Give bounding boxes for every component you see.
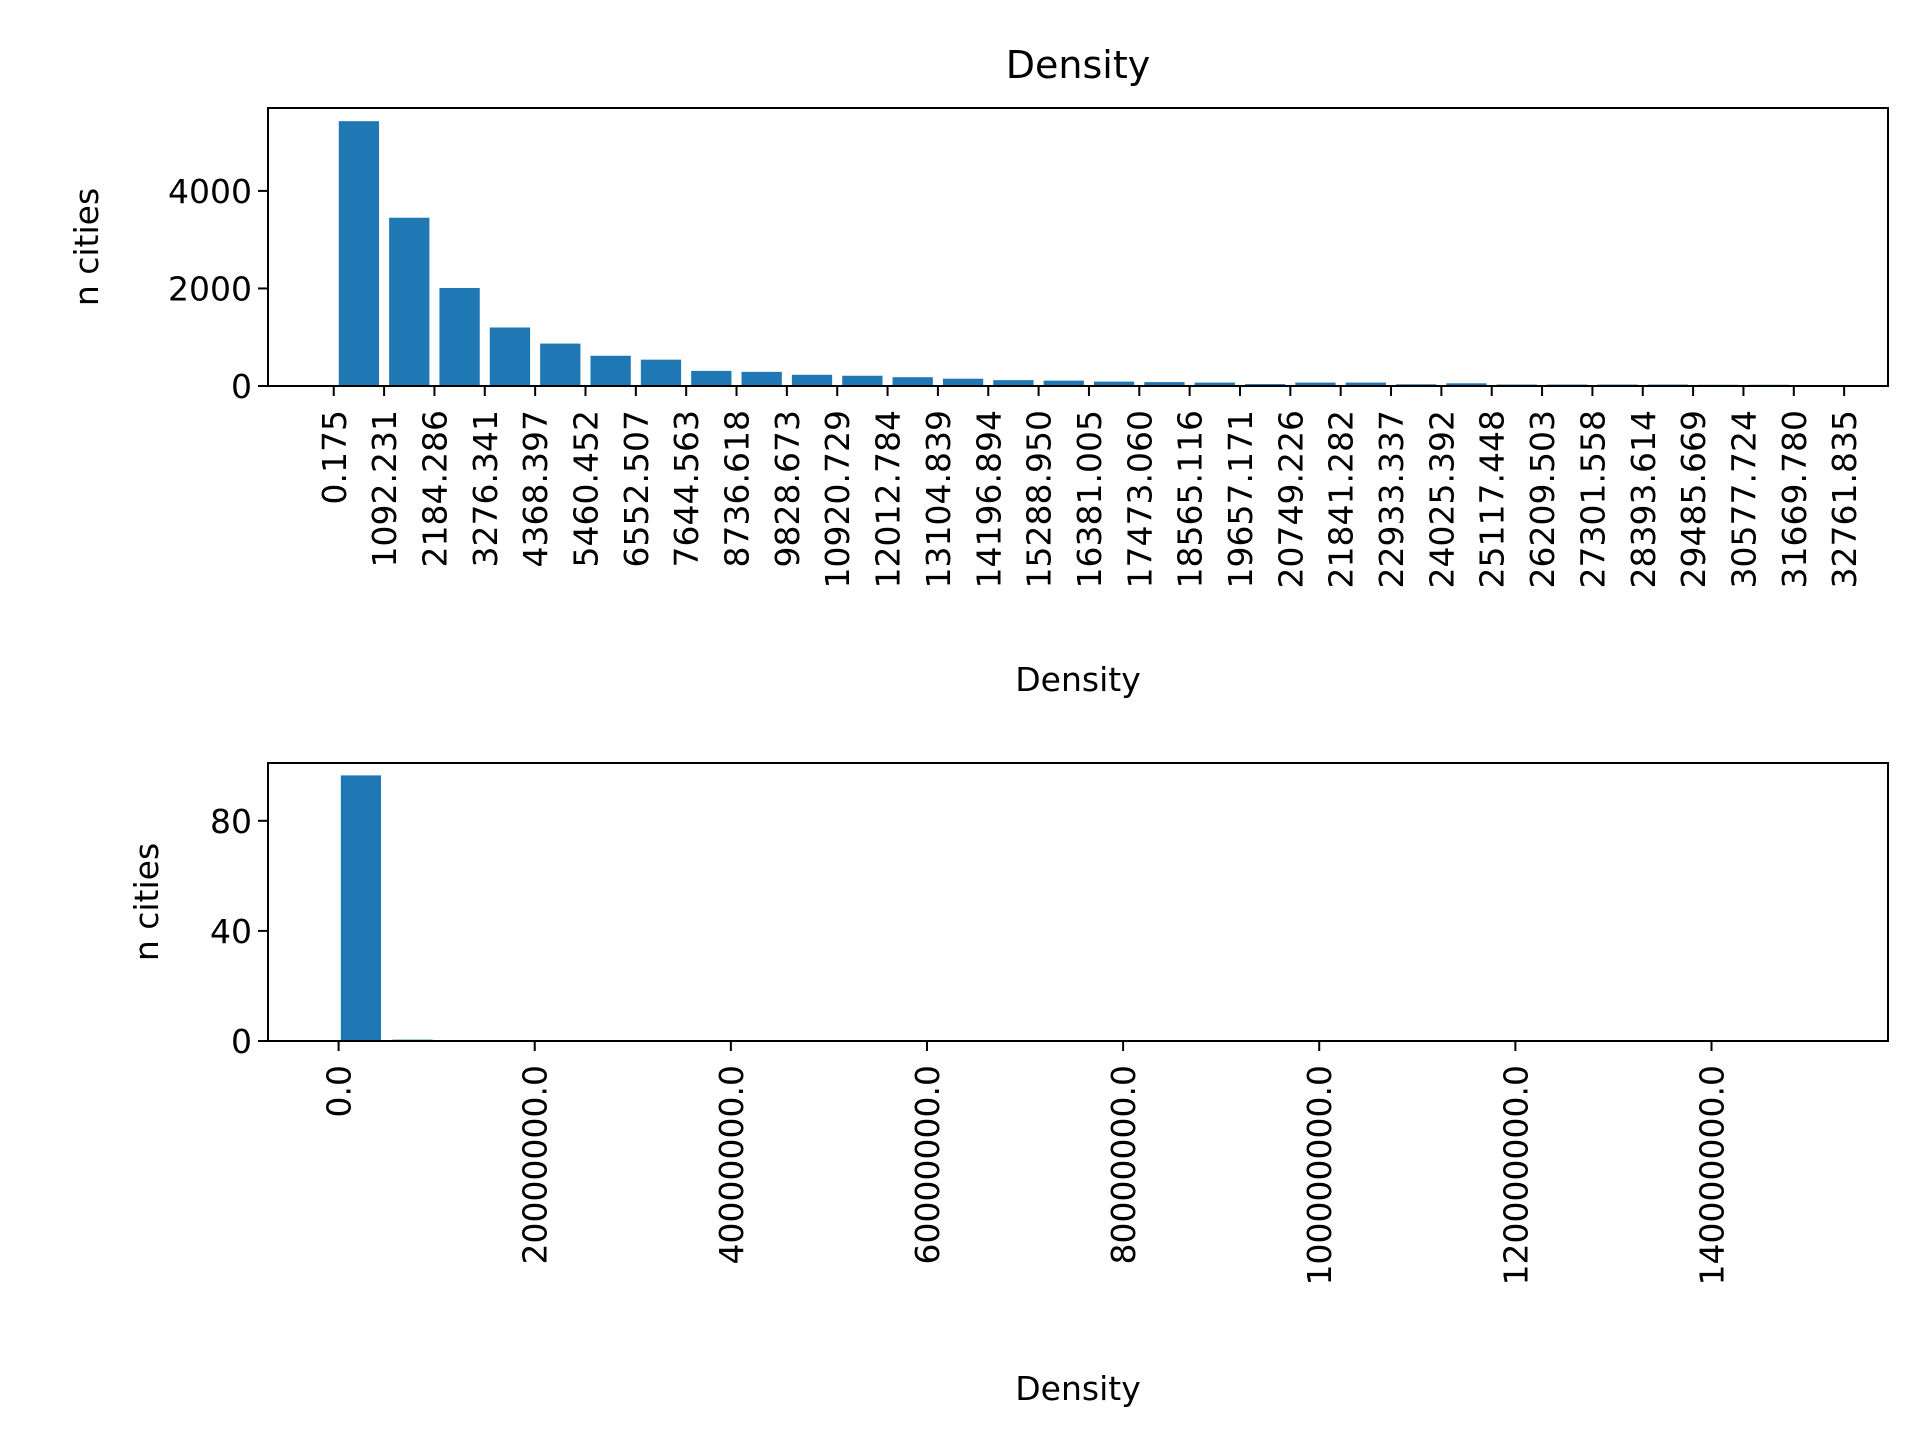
chart-title: Density: [1006, 43, 1150, 87]
bar: [540, 344, 580, 386]
x-tick-label: 32761.835: [1825, 410, 1864, 588]
x-tick-label: 3276.341: [466, 410, 505, 567]
x-tick-label: 28393.614: [1624, 410, 1663, 588]
bar: [742, 372, 782, 386]
bar: [389, 218, 429, 386]
x-tick-label: 24025.392: [1422, 410, 1461, 588]
y-tick-label: 0: [231, 367, 252, 406]
bar: [439, 288, 479, 386]
bar: [842, 376, 882, 386]
x-tick-label: 20000000.0: [516, 1065, 555, 1264]
x-tick-label: 1092.231: [365, 410, 404, 567]
bar: [339, 121, 379, 386]
y-tick-label: 2000: [168, 269, 252, 308]
x-tick-label: 27301.558: [1573, 410, 1612, 588]
x-tick-label: 140000000.0: [1692, 1065, 1731, 1285]
x-tick-label: 60000000.0: [908, 1065, 947, 1264]
x-tick-label: 9828.673: [768, 410, 807, 567]
x-tick-label: 20749.226: [1271, 410, 1310, 588]
x-tick-label: 0.0: [320, 1065, 359, 1117]
x-tick-label: 17473.060: [1120, 410, 1159, 588]
x-tick-label: 8736.618: [718, 410, 757, 567]
x-tick-label: 7644.563: [667, 410, 706, 567]
y-axis-label: n cities: [67, 188, 106, 306]
bar: [490, 327, 530, 386]
axes-frame: [268, 763, 1888, 1041]
bar: [641, 360, 681, 386]
bar: [590, 356, 630, 386]
x-tick-label: 10920.729: [818, 410, 857, 588]
x-tick-label: 16381.005: [1070, 410, 1109, 588]
x-tick-label: 30577.724: [1724, 410, 1763, 588]
x-axis-label: Density: [1015, 660, 1140, 699]
x-tick-label: 40000000.0: [712, 1065, 751, 1264]
x-tick-label: 13104.839: [919, 410, 958, 588]
y-axis-label: n cities: [127, 843, 166, 961]
x-tick-label: 26209.503: [1523, 410, 1562, 588]
x-tick-label: 21841.282: [1322, 410, 1361, 588]
x-tick-label: 80000000.0: [1104, 1065, 1143, 1264]
x-tick-label: 4368.397: [516, 410, 555, 567]
bar: [893, 377, 933, 386]
x-tick-label: 2184.286: [415, 410, 454, 567]
x-tick-label: 18565.116: [1171, 410, 1210, 588]
x-tick-label: 14196.894: [969, 410, 1008, 588]
x-axis-label: Density: [1015, 1369, 1140, 1408]
y-tick-label: 80: [210, 802, 252, 841]
x-tick-label: 25117.448: [1473, 410, 1512, 588]
bar: [943, 379, 983, 386]
x-tick-label: 5460.452: [566, 410, 605, 567]
x-tick-label: 0.175: [315, 410, 354, 504]
bar: [691, 371, 731, 386]
x-tick-label: 120000000.0: [1496, 1065, 1535, 1285]
x-tick-label: 31669.780: [1775, 410, 1814, 588]
bar: [341, 775, 381, 1041]
x-tick-label: 19657.171: [1221, 410, 1260, 588]
x-tick-label: 6552.507: [617, 410, 656, 567]
y-tick-label: 0: [231, 1022, 252, 1061]
x-tick-label: 12012.784: [869, 410, 908, 588]
y-tick-label: 4000: [168, 172, 252, 211]
x-tick-label: 15288.950: [1020, 410, 1059, 588]
bar: [792, 375, 832, 386]
x-tick-label: 29485.669: [1674, 410, 1713, 588]
y-tick-label: 40: [210, 912, 252, 951]
x-tick-label: 100000000.0: [1300, 1065, 1339, 1285]
x-tick-label: 22933.337: [1372, 410, 1411, 588]
